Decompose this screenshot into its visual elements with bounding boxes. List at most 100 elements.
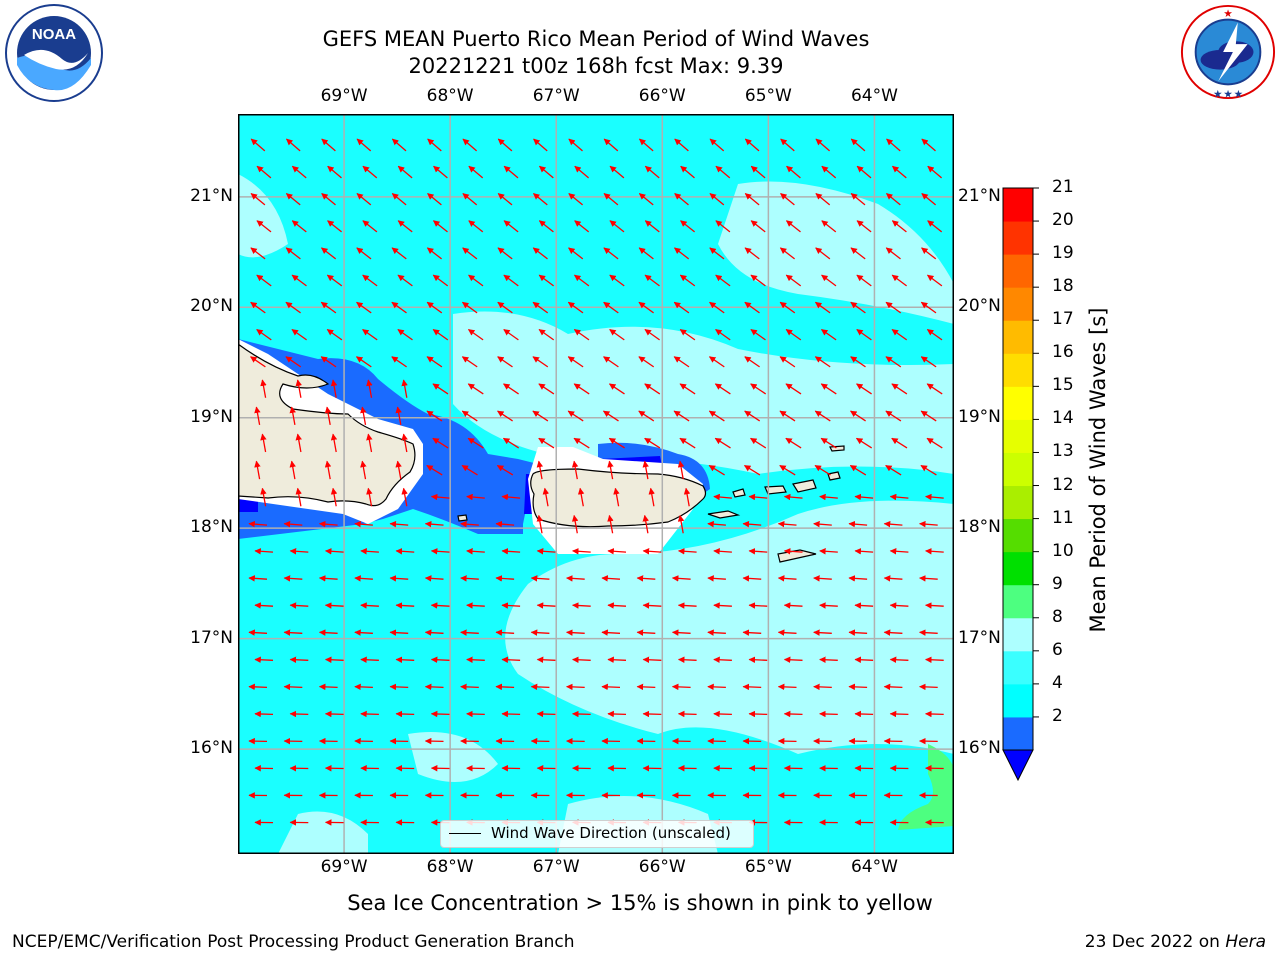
- wind-wave-arrow: [497, 356, 513, 368]
- map-border: [238, 114, 954, 854]
- colorbar-tick-label: 11: [1052, 507, 1074, 528]
- colorbar-segment: [1003, 452, 1033, 487]
- wind-wave-arrow: [291, 274, 307, 287]
- wind-wave-arrow: [566, 683, 585, 691]
- wind-wave-arrow: [609, 274, 625, 287]
- wind-wave-arrow: [920, 356, 937, 368]
- wind-wave-arrow: [821, 220, 837, 233]
- wind-wave-arrow: [883, 520, 903, 528]
- wind-wave-arrow: [574, 220, 590, 233]
- wind-wave-arrow: [850, 138, 866, 152]
- lat-label-right: 16°N: [958, 738, 1001, 759]
- wind-wave-arrow: [926, 383, 943, 395]
- wind-wave-arrow: [638, 247, 654, 260]
- wind-wave-arrow: [819, 710, 838, 718]
- wind-wave-arrow: [742, 629, 762, 636]
- wind-wave-arrow: [468, 165, 484, 179]
- wind-wave-arrow: [707, 575, 726, 582]
- wind-wave-arrow: [848, 520, 868, 528]
- wind-wave-arrow: [813, 629, 832, 636]
- wind-wave-arrow: [461, 410, 478, 422]
- wind-wave-arrow: [324, 602, 344, 609]
- wind-wave-arrow: [644, 220, 660, 233]
- lon-label-bottom: 67°W: [532, 857, 580, 877]
- wind-wave-arrow: [254, 656, 274, 664]
- wind-wave-arrow: [532, 247, 548, 260]
- wind-wave-arrow: [921, 138, 936, 152]
- wind-wave-arrow: [609, 328, 625, 341]
- wind-wave-arrow: [642, 602, 662, 609]
- wind-wave-arrow: [814, 356, 831, 368]
- wind-wave-arrow: [250, 192, 266, 206]
- wind-wave-arrow: [603, 192, 619, 206]
- wind-wave-arrow: [356, 138, 372, 152]
- wind-wave-arrow: [501, 493, 521, 501]
- wind-wave-arrow: [742, 683, 762, 691]
- wind-wave-arrow: [401, 487, 408, 507]
- wind-wave-arrow: [920, 464, 937, 476]
- wind-wave-arrow: [391, 356, 407, 368]
- wind-wave-arrow: [849, 464, 867, 476]
- colorbar-tick-label: 2: [1052, 705, 1063, 726]
- wind-wave-arrow: [919, 575, 938, 582]
- wind-wave-arrow: [366, 433, 373, 453]
- wind-wave-arrow: [432, 274, 449, 287]
- wind-wave-arrow: [430, 710, 450, 718]
- wind-wave-arrow: [813, 520, 832, 528]
- wind-wave-arrow: [638, 192, 654, 206]
- lon-label-top: 66°W: [638, 86, 686, 106]
- wind-wave-arrow: [885, 410, 902, 422]
- virgin-islands-2: [792, 479, 817, 493]
- wind-wave-arrow: [391, 192, 407, 206]
- wind-wave-arrow: [536, 460, 544, 480]
- wind-wave-arrow: [608, 437, 625, 449]
- colorbar-outline: [1002, 187, 1034, 751]
- wind-wave-arrow: [709, 192, 725, 206]
- wind-wave-arrow: [713, 548, 732, 555]
- colorbar-segment: [1003, 485, 1033, 520]
- lat-label-right: 19°N: [958, 406, 1001, 427]
- wind-wave-arrow: [850, 301, 866, 314]
- lat-label-right: 21°N: [958, 185, 1001, 206]
- wind-wave-arrow: [401, 379, 408, 398]
- wind-wave-arrow: [671, 683, 691, 691]
- wind-wave-arrow: [885, 464, 902, 476]
- wind-wave-arrow: [680, 165, 695, 179]
- wind-wave-arrow: [568, 192, 584, 206]
- wind-wave-arrow: [780, 138, 795, 152]
- lon-label-bottom: 69°W: [320, 857, 368, 877]
- wind-wave-arrow: [318, 629, 338, 636]
- wind-wave-arrow: [389, 575, 409, 582]
- wind-wave-arrow: [748, 710, 768, 718]
- wind-wave-arrow: [891, 383, 908, 395]
- wind-wave-arrow: [283, 683, 303, 691]
- wind-wave-arrow: [677, 514, 685, 534]
- colorbar-segment: [1003, 683, 1033, 718]
- wind-wave-arrow: [856, 274, 872, 287]
- wind-wave-arrow: [642, 656, 662, 664]
- wind-wave-arrow: [571, 460, 579, 480]
- wind-wave-arrow: [366, 487, 373, 507]
- wind-wave-arrow: [744, 410, 761, 422]
- wind-wave-arrow: [360, 602, 379, 609]
- wind-wave-arrow: [283, 629, 303, 636]
- wind-wave-arrow: [360, 710, 379, 718]
- wind-wave-arrow: [389, 629, 409, 636]
- wind-wave-arrow: [673, 356, 690, 368]
- wind-wave-arrow: [786, 165, 801, 179]
- wind-wave-arrow: [503, 220, 519, 233]
- wind-wave-arrow: [848, 683, 868, 691]
- footer-host: Hera: [1225, 932, 1266, 952]
- colorbar-segment: [1003, 650, 1033, 685]
- footer-date-text: 23 Dec 2022 on: [1084, 932, 1226, 952]
- wind-wave-arrow: [295, 379, 302, 398]
- wind-wave-arrow: [330, 487, 338, 507]
- wind-wave-arrow: [427, 138, 442, 152]
- wind-wave-arrow: [254, 406, 261, 426]
- wind-wave-arrow: [291, 220, 307, 233]
- map-legend: Wind Wave Direction (unscaled): [440, 820, 754, 848]
- wind-wave-arrow: [503, 383, 519, 395]
- wind-wave-arrow: [883, 683, 903, 691]
- wind-wave-arrow: [750, 165, 766, 179]
- wind-wave-arrow: [495, 629, 515, 636]
